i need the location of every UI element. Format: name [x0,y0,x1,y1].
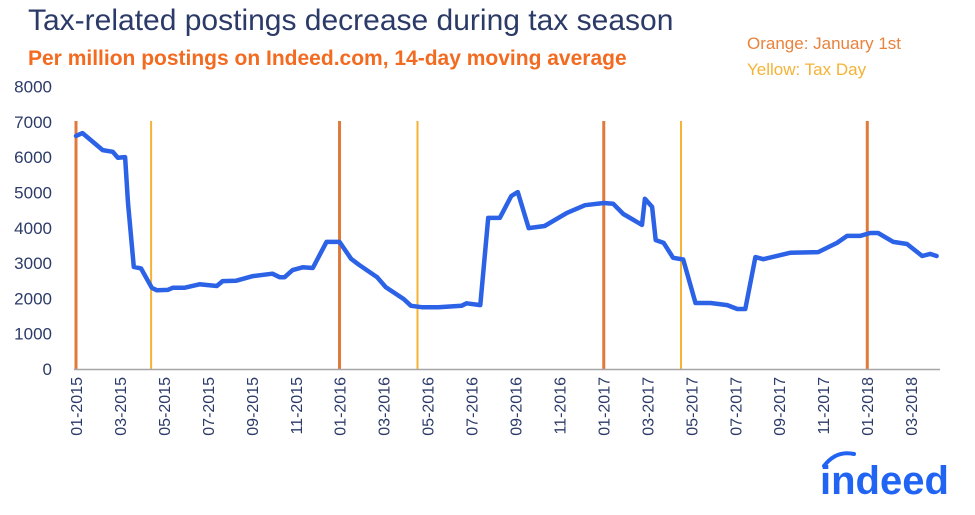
x-tick-label: 09-2016 [509,377,526,436]
x-tick-label: 03-2015 [113,377,130,436]
y-tick-label: 8000 [14,78,52,97]
legend-january-first: Orange: January 1st [747,34,902,53]
x-tick-label: 09-2017 [772,377,789,436]
x-tick-label: 07-2016 [465,377,482,436]
chart-subtitle: Per million postings on Indeed.com, 14-d… [28,47,627,70]
x-tick-label: 01-2018 [860,377,877,436]
svg-text:indeed: indeed [820,459,949,503]
x-tick-label: 03-2018 [904,377,921,436]
x-tick-label: 05-2015 [157,377,174,436]
y-tick-label: 7000 [14,113,52,132]
x-tick-label: 01-2017 [596,377,613,436]
x-tick-label: 11-2017 [816,377,833,435]
x-tick-label: 01-2015 [69,377,86,436]
series-line [73,130,939,312]
y-tick-label: 5000 [14,183,52,202]
x-tick-label: 05-2017 [684,377,701,436]
x-tick-label: 11-2015 [289,377,306,435]
reference-lines [74,121,869,369]
x-axis: 01-2015 03-2015 05-2015 07-2015 09-2015 11-20… [69,377,921,436]
x-tick-label: 03-2016 [377,377,394,436]
y-tick-label: 4000 [14,219,52,238]
x-tick-label: 11-2016 [552,377,569,435]
x-tick-label: 01-2016 [333,377,350,436]
x-tick-label: 03-2017 [640,377,657,436]
x-tick-label: 05-2016 [421,377,438,436]
x-tick-label: 07-2015 [201,377,218,436]
y-tick-label: 0 [43,360,52,379]
x-tick-label: 07-2017 [728,377,745,436]
legend-tax-day: Yellow: Tax Day [747,60,867,79]
x-tick-label: 09-2015 [245,377,262,436]
y-tick-label: 1000 [14,325,52,344]
y-tick-label: 3000 [14,254,52,273]
chart-title: Tax-related postings decrease during tax… [28,4,674,37]
y-axis: 0 1000 2000 3000 4000 5000 6000 7000 8000 [14,78,52,380]
indeed-logo: indeed [820,451,949,503]
y-tick-label: 2000 [14,289,52,308]
series-group [73,130,939,312]
y-tick-label: 6000 [14,148,52,167]
